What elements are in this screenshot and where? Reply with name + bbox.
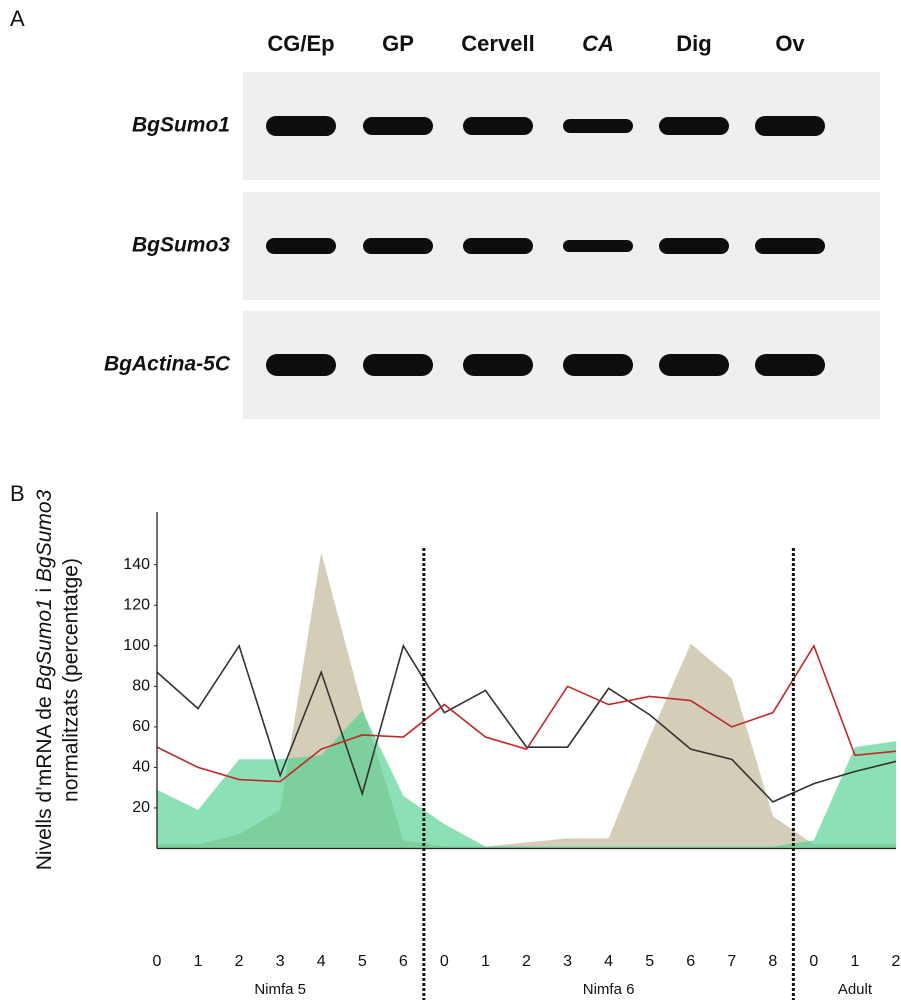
x-tick-label: 1 [850, 953, 859, 970]
y-axis-label: normalitzats (percentatge) [60, 558, 83, 802]
band [659, 238, 729, 254]
x-tick-label: 2 [522, 953, 531, 970]
gene-label: BgSumo1 [132, 114, 230, 137]
x-tick-label: 8 [768, 953, 777, 970]
x-tick-label: 2 [892, 953, 901, 970]
y-tick-label: 60 [132, 718, 150, 735]
band [463, 117, 533, 135]
group-label: Nimfa 6 [583, 981, 635, 998]
band [659, 117, 729, 135]
panel-letter: B [10, 481, 25, 506]
gel: CG/Ep GP Cervell CA Dig Ov BgSumo1 BgSumo3 BgAct… [104, 31, 880, 419]
band [755, 116, 825, 136]
band [463, 238, 533, 254]
y-axis-label-part: BgSumo1 [33, 598, 56, 690]
x-tick-label: 6 [686, 953, 695, 970]
y-axis-label-part: Nivells d’mRNA de [33, 691, 56, 871]
band [563, 240, 633, 252]
band [463, 354, 533, 376]
y-axis-label: Nivells d’mRNA de BgSumo1 i BgSumo3 [33, 489, 56, 870]
x-tick-label: 0 [440, 953, 449, 970]
band [563, 119, 633, 133]
band [266, 238, 336, 254]
y-tick-label: 20 [132, 799, 150, 816]
x-tick-label: 1 [481, 953, 490, 970]
band [755, 354, 825, 376]
y-axis-label-part: BgSumo3 [33, 489, 56, 582]
band [363, 238, 433, 254]
x-tick-label: 6 [399, 953, 408, 970]
band [659, 354, 729, 376]
band [563, 354, 633, 376]
lane-label: GP [382, 31, 414, 56]
x-tick-label: 2 [235, 953, 244, 970]
y-tick-label: 120 [123, 596, 150, 613]
x-tick-label: 3 [563, 953, 572, 970]
y-tick-label: 140 [123, 556, 150, 573]
lane-label: CA [582, 31, 614, 56]
x-tick-label: 4 [604, 953, 613, 970]
band [266, 116, 336, 136]
lane-label: Cervell [461, 31, 534, 56]
gene-label: BgActina-5C [104, 353, 231, 376]
lane-label: Dig [676, 31, 711, 56]
panel-letter: A [10, 6, 25, 31]
y-tick-label: 80 [132, 678, 150, 695]
band [266, 354, 336, 376]
x-tick-label: 5 [645, 953, 654, 970]
lane-label: Ov [775, 31, 805, 56]
y-tick-label: 100 [123, 637, 150, 654]
x-tick-label: 0 [809, 953, 818, 970]
y-tick-label: 40 [132, 759, 150, 776]
group-label: Nimfa 5 [254, 981, 306, 998]
gene-label: BgSumo3 [132, 234, 230, 257]
x-tick-label: 1 [194, 953, 203, 970]
band [755, 238, 825, 254]
x-tick-label: 0 [153, 953, 162, 970]
x-tick-label: 4 [317, 953, 326, 970]
y-axis-label-part: i [33, 582, 56, 598]
lane-label: CG/Ep [267, 31, 334, 56]
x-tick-label: 5 [358, 953, 367, 970]
band [363, 354, 433, 376]
x-tick-label: 7 [727, 953, 736, 970]
band [363, 117, 433, 135]
x-tick-label: 3 [276, 953, 285, 970]
group-label: Adult [838, 981, 873, 998]
figure: A B CG/Ep GP Cervell CA Dig Ov BgSumo1 BgSumo3 B… [0, 0, 901, 1000]
